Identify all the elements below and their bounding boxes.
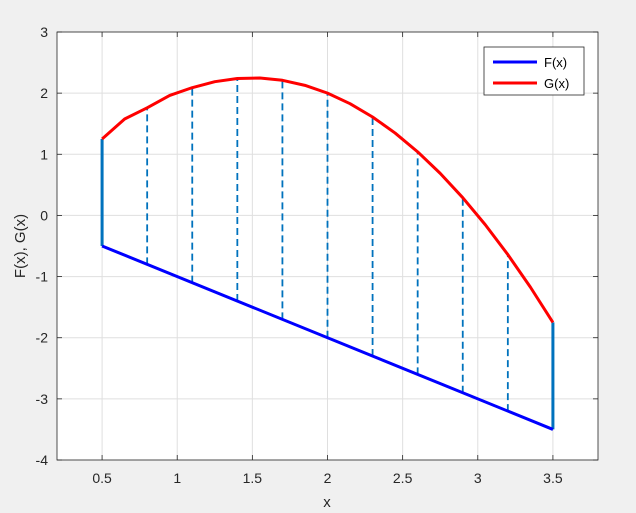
y-tick-label: -2	[36, 330, 49, 346]
segments	[100, 78, 555, 430]
legend: F(x) G(x)	[483, 46, 585, 96]
x-tick-label: 1	[173, 470, 181, 486]
y-tick-label: 3	[40, 24, 48, 40]
legend-box	[483, 46, 585, 96]
y-tick-label: -4	[36, 452, 49, 468]
series-line-f	[101, 244, 554, 431]
y-tick-label: -1	[36, 269, 49, 285]
legend-label-g: G(x)	[544, 76, 569, 91]
x-tick-label: 1.5	[243, 470, 263, 486]
y-tick-label: 1	[40, 146, 48, 162]
y-tick-label: -3	[36, 391, 49, 407]
x-tick-label: 3	[474, 470, 482, 486]
series-lines	[101, 76, 555, 431]
legend-label-f: F(x)	[544, 55, 567, 70]
x-tick-label: 2.5	[393, 470, 413, 486]
y-ticks: -4 -3 -2 -1 0 1 2 3	[36, 24, 598, 468]
x-tick-label: 2	[324, 470, 332, 486]
x-tick-label: 3.5	[543, 470, 563, 486]
x-axis-label: x	[323, 494, 331, 511]
y-tick-label: 0	[40, 207, 48, 223]
x-ticks: 0.5 1 1.5 2 2.5 3 3.5	[92, 32, 563, 486]
series-line-g	[101, 76, 555, 324]
x-tick-label: 0.5	[92, 470, 112, 486]
y-axis-label: F(x), G(x)	[12, 214, 29, 278]
y-tick-label: 2	[40, 85, 48, 101]
